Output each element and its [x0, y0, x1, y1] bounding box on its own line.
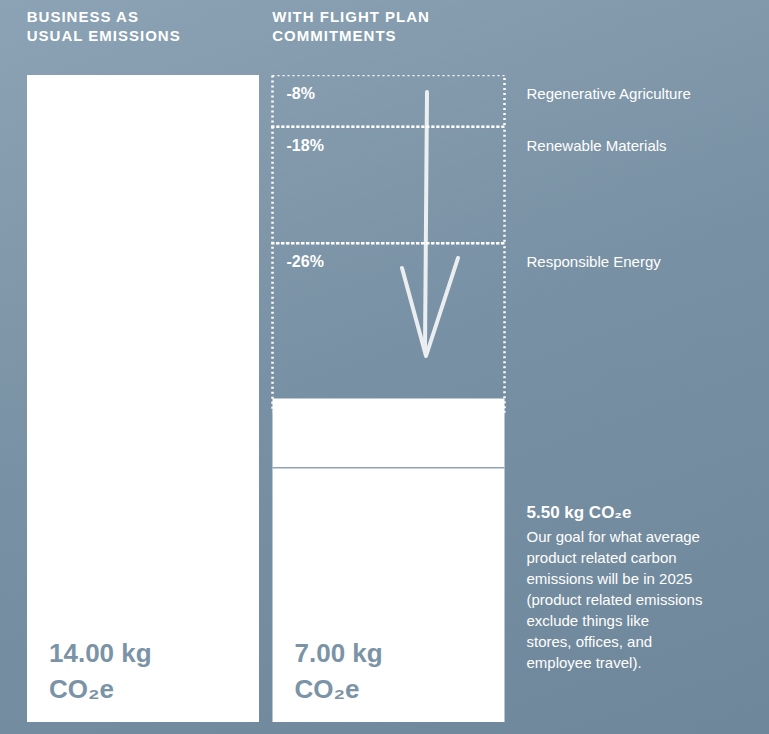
svg-text:WITH FLIGHT PLAN: WITH FLIGHT PLAN [272, 8, 430, 25]
svg-text:7.00 kg: 7.00 kg [295, 638, 383, 668]
svg-text:-26%: -26% [287, 253, 324, 270]
svg-text:COMMITMENTS: COMMITMENTS [272, 27, 396, 44]
svg-text:Our goal for what average: Our goal for what average [527, 528, 700, 545]
svg-text:-8%: -8% [287, 85, 315, 102]
svg-text:exclude things like: exclude things like [527, 612, 650, 629]
svg-text:14.00 kg: 14.00 kg [49, 638, 152, 668]
svg-text:BUSINESS AS: BUSINESS AS [27, 8, 139, 25]
svg-text:USUAL EMISSIONS: USUAL EMISSIONS [27, 27, 181, 44]
svg-text:product related carbon: product related carbon [527, 549, 677, 566]
svg-text:(product related emissions: (product related emissions [527, 591, 703, 608]
svg-text:CO₂e: CO₂e [295, 674, 360, 704]
svg-text:stores, offices, and: stores, offices, and [527, 633, 653, 650]
svg-text:-18%: -18% [287, 137, 324, 154]
svg-text:employee travel).: employee travel). [527, 654, 642, 671]
svg-text:Regenerative Agriculture: Regenerative Agriculture [527, 85, 691, 102]
svg-text:CO₂e: CO₂e [49, 674, 114, 704]
svg-text:Responsible Energy: Responsible Energy [527, 253, 662, 270]
svg-text:5.50 kg CO₂e: 5.50 kg CO₂e [527, 503, 632, 522]
svg-text:Renewable Materials: Renewable Materials [527, 137, 667, 154]
svg-text:emissions will be in 2025: emissions will be in 2025 [527, 570, 693, 587]
